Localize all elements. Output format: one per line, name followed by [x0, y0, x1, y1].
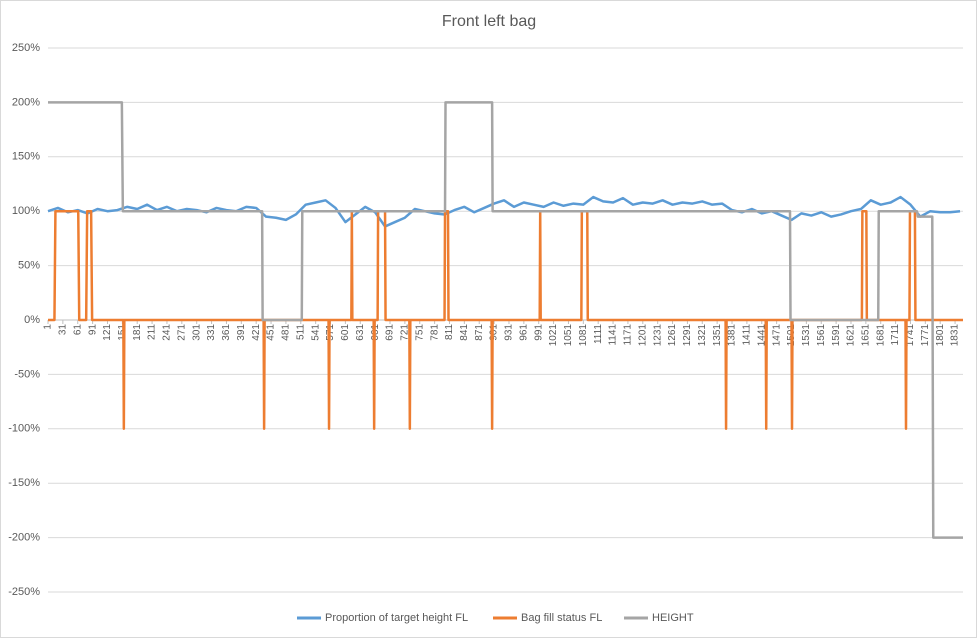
- x-tick-label: 691: [385, 324, 396, 341]
- x-tick-label: 391: [236, 324, 247, 341]
- x-tick-label: 121: [102, 324, 113, 341]
- x-tick-label: 1411: [742, 324, 753, 346]
- x-tick-label: 1321: [697, 324, 708, 347]
- x-tick-label: 451: [266, 324, 277, 341]
- x-tick-label: 631: [355, 324, 366, 341]
- x-tick-label: 1651: [860, 324, 871, 347]
- x-tick-label: 211: [147, 324, 158, 340]
- x-tick-label: 241: [162, 324, 173, 341]
- series-line: [48, 101, 963, 539]
- x-tick-label: 961: [518, 324, 529, 341]
- x-tick-label: 1141: [608, 324, 619, 346]
- x-tick-label: 751: [414, 324, 425, 341]
- x-tick-label: 61: [72, 324, 83, 336]
- x-tick-label: 901: [489, 324, 500, 341]
- x-tick-label: 1: [43, 324, 54, 330]
- y-tick-label: -250%: [8, 586, 40, 598]
- x-tick-label: 331: [206, 324, 217, 341]
- y-tick-label: -150%: [8, 477, 40, 489]
- legend-label: Bag fill status FL: [521, 612, 602, 624]
- y-tick-label: 150%: [12, 151, 40, 163]
- y-tick-label: 50%: [18, 260, 40, 272]
- x-tick-label: 1561: [816, 324, 827, 347]
- x-tick-label: 1051: [563, 324, 574, 347]
- x-tick-label: 1831: [950, 324, 961, 347]
- x-tick-label: 1351: [712, 324, 723, 347]
- y-tick-label: 200%: [12, 96, 40, 108]
- x-tick-label: 1621: [846, 324, 857, 347]
- x-tick-label: 1591: [831, 324, 842, 347]
- x-tick-label: 1771: [920, 324, 931, 347]
- x-tick-label: 841: [459, 324, 470, 341]
- x-tick-label: 1741: [905, 324, 916, 347]
- legend-label: Proportion of target height FL: [325, 612, 468, 624]
- x-tick-label: 421: [251, 324, 262, 341]
- x-tick-label: 1681: [875, 324, 886, 347]
- y-tick-label: 0%: [24, 314, 40, 326]
- x-tick-label: 181: [132, 324, 143, 341]
- x-tick-label: 1261: [667, 324, 678, 347]
- y-tick-label: -200%: [8, 532, 40, 544]
- y-tick-label: 100%: [12, 205, 40, 217]
- x-tick-label: 601: [340, 324, 351, 341]
- x-tick-label: 721: [400, 324, 411, 341]
- x-tick-label: 1471: [771, 324, 782, 347]
- x-tick-label: 481: [281, 324, 292, 341]
- x-tick-label: 301: [191, 324, 202, 341]
- y-tick-label: -50%: [14, 368, 40, 380]
- x-tick-label: 271: [176, 324, 187, 341]
- x-tick-label: 91: [87, 324, 98, 336]
- x-tick-label: 1291: [682, 324, 693, 347]
- x-tick-label: 1081: [578, 324, 589, 347]
- series-line: [48, 209, 963, 431]
- legend-label: HEIGHT: [652, 612, 694, 624]
- x-tick-label: 991: [533, 324, 544, 341]
- y-tick-label: -100%: [8, 423, 40, 435]
- x-tick-label: 511: [295, 324, 306, 340]
- x-tick-label: 1531: [801, 324, 812, 347]
- x-tick-label: 1171: [623, 324, 634, 346]
- x-tick-label: 31: [58, 324, 69, 336]
- x-tick-label: 1711: [890, 324, 901, 346]
- x-tick-label: 1381: [727, 324, 738, 347]
- x-tick-label: 541: [310, 324, 321, 341]
- x-tick-label: 1231: [652, 324, 663, 347]
- x-tick-label: 1111: [593, 324, 604, 344]
- x-tick-label: 1201: [637, 324, 648, 347]
- x-tick-label: 1801: [935, 324, 946, 347]
- x-tick-label: 781: [429, 324, 440, 341]
- x-tick-label: 811: [444, 324, 455, 340]
- x-tick-label: 1441: [756, 324, 767, 347]
- x-tick-label: 1021: [548, 324, 559, 347]
- x-tick-label: 361: [221, 324, 232, 341]
- x-tick-label: 871: [474, 324, 485, 341]
- chart-title: Front left bag: [442, 13, 536, 30]
- y-tick-label: 250%: [12, 42, 40, 54]
- x-tick-label: 931: [504, 324, 515, 341]
